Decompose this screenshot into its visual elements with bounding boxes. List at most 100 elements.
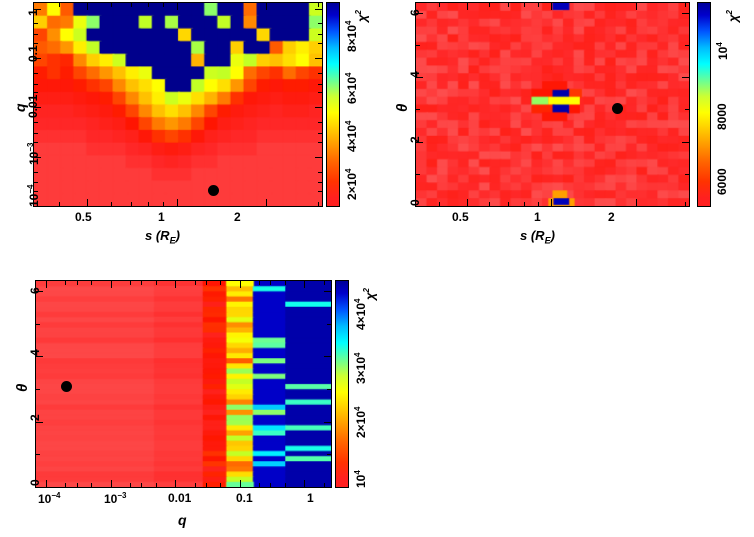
panel-s-theta-xtick-1: 1: [534, 210, 541, 224]
axis-tick: [34, 122, 38, 123]
axis-tick: [111, 281, 112, 288]
axis-tick: [65, 281, 66, 285]
axis-tick: [318, 43, 322, 44]
panel-q-theta-ytick-0: 0: [28, 479, 42, 486]
panel-s-theta-best-fit-marker: [612, 103, 623, 114]
axis-tick: [318, 191, 322, 192]
axis-tick: [324, 291, 331, 292]
axis-tick: [636, 199, 637, 206]
axis-tick: [270, 281, 271, 285]
axis-tick: [156, 483, 157, 487]
axis-tick: [34, 92, 38, 93]
panel-s-theta-cbar-tick-6000: 6000: [715, 168, 729, 195]
axis-tick: [416, 13, 423, 14]
axis-tick: [685, 109, 689, 110]
axis-tick: [36, 389, 40, 390]
axis-tick: [46, 480, 47, 487]
axis-tick: [34, 43, 38, 44]
panel-q-theta-ytick-2: 2: [28, 414, 42, 421]
axis-tick: [685, 202, 686, 206]
panel-s-theta-plot-area[interactable]: [415, 2, 690, 207]
axis-tick: [551, 199, 552, 206]
axis-tick: [318, 202, 319, 206]
axis-tick: [36, 454, 40, 455]
axis-tick: [315, 206, 322, 207]
panel-q-theta-xtick-0p01: 0.01: [168, 491, 192, 505]
panel-s-q-xtick-2: 2: [234, 210, 241, 224]
panel-s-theta-xaxis-title: s (RE): [520, 228, 555, 246]
axis-tick: [91, 483, 92, 487]
axis-tick: [34, 157, 41, 158]
axis-tick: [318, 84, 322, 85]
panel-s-theta-cbar-tick-8000: 8000: [715, 103, 729, 130]
axis-tick: [148, 3, 149, 7]
axis-tick: [315, 107, 322, 108]
axis-tick: [163, 3, 164, 7]
panel-s-q-ytick-0p01: 0.01: [26, 94, 40, 118]
axis-tick: [177, 3, 178, 10]
axis-tick: [206, 281, 207, 285]
axis-tick: [148, 202, 149, 206]
axis-tick: [36, 291, 43, 292]
axis-tick: [685, 174, 689, 175]
axis-tick: [34, 58, 41, 59]
axis-tick: [130, 281, 131, 285]
axis-tick: [34, 182, 38, 183]
panel-s-theta-ytick-2: 2: [408, 136, 422, 143]
axis-tick: [266, 199, 267, 206]
axis-tick: [524, 3, 525, 7]
axis-tick: [508, 3, 509, 7]
panel-q-theta-plot-area[interactable]: [35, 280, 332, 488]
panel-q-theta-cbar-tick-4e4: 4×104: [353, 298, 368, 330]
axis-tick: [318, 172, 322, 173]
axis-tick: [538, 3, 539, 7]
axis-tick: [467, 3, 468, 10]
axis-tick: [285, 483, 286, 487]
axis-tick: [327, 324, 331, 325]
axis-tick: [318, 142, 322, 143]
axis-tick: [270, 483, 271, 487]
axis-tick: [327, 389, 331, 390]
panel-q-theta-xtick-1e-4: 10−4: [38, 491, 61, 506]
axis-tick: [36, 487, 43, 488]
axis-tick: [59, 202, 60, 206]
axis-tick: [416, 174, 420, 175]
panel-q-theta-cbar-tick-3e4: 3×104: [353, 352, 368, 384]
axis-tick: [34, 142, 38, 143]
axis-tick: [304, 480, 305, 487]
panel-s-q-ytick-1e-3-exp: −3: [26, 142, 35, 152]
panel-s-q-xtick-1: 1: [158, 210, 165, 224]
axis-tick: [467, 199, 468, 206]
axis-tick: [141, 483, 142, 487]
axis-tick: [259, 483, 260, 487]
axis-tick: [111, 3, 112, 7]
panel-q-theta-colorbar: [335, 280, 349, 488]
panel-s-theta-xtick-2: 2: [608, 210, 615, 224]
panel-s-q-ytick-1e-4: 10−4: [26, 184, 41, 207]
axis-tick: [416, 109, 420, 110]
axis-tick: [315, 157, 322, 158]
axis-tick: [65, 483, 66, 487]
panel-s-q-best-fit-marker: [208, 185, 219, 196]
axis-tick: [34, 133, 38, 134]
axis-tick: [34, 84, 38, 85]
axis-tick: [685, 3, 686, 7]
axis-tick: [111, 480, 112, 487]
panel-s-q-plot-area[interactable]: [33, 2, 323, 207]
panel-s-q-ytick-1e-4-exp: −4: [26, 184, 35, 194]
axis-tick: [59, 3, 60, 7]
panel-q-theta-xtick-1e-3: 10−3: [104, 491, 127, 506]
axis-tick: [131, 202, 132, 206]
axis-tick: [315, 58, 322, 59]
axis-tick: [175, 281, 176, 288]
panel-s-q-ytick-0p1: 0.1: [26, 45, 40, 62]
panel-s-q-cbar-tick-4e4: 4×104: [344, 120, 359, 152]
axis-tick: [240, 480, 241, 487]
axis-tick: [416, 45, 420, 46]
panel-s-q-ytick-1: 1: [26, 9, 40, 16]
panel-q-theta-xaxis-title: q: [178, 512, 187, 528]
axis-tick: [304, 281, 305, 288]
panel-s-q-cbar-tick-8e4: 8×104: [344, 20, 359, 52]
axis-tick: [77, 483, 78, 487]
axis-tick: [324, 281, 325, 285]
